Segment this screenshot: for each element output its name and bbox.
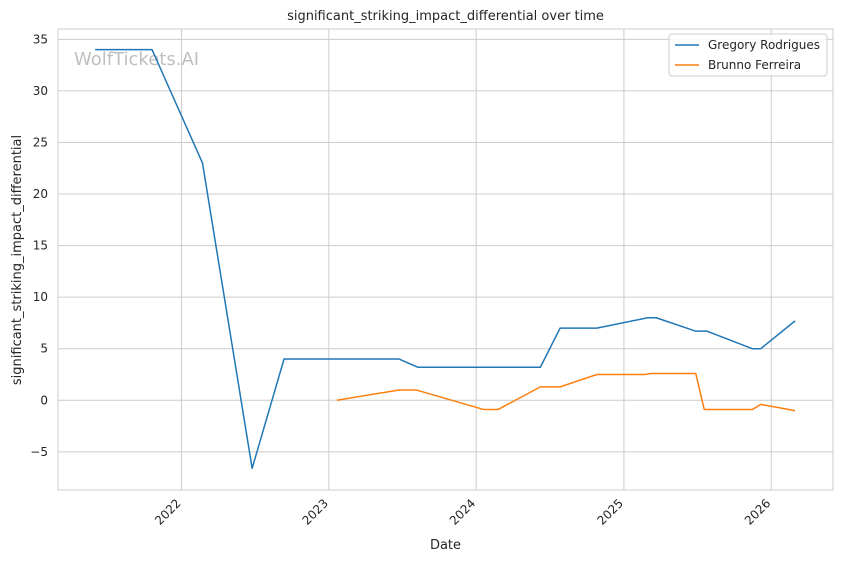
legend-box — [668, 33, 828, 77]
legend-label: Brunno Ferreira — [708, 58, 801, 72]
y-tick-label: 20 — [33, 187, 48, 201]
y-tick-label: 0 — [40, 393, 48, 407]
y-tick-label: 5 — [40, 342, 48, 356]
y-tick-label: −5 — [30, 445, 48, 459]
plot-area-frame — [57, 28, 834, 491]
y-tick-label: 30 — [33, 84, 48, 98]
series-lines — [95, 48, 796, 470]
chart-title: significant_striking_impact_differential… — [287, 9, 604, 24]
y-tick-label: 10 — [33, 290, 48, 304]
legend-label: Gregory Rodrigues — [708, 38, 820, 52]
series-line-1 — [95, 48, 796, 470]
x-axis-label: Date — [430, 538, 461, 553]
y-tick-label: 25 — [33, 135, 48, 149]
y-axis-label: significant_striking_impact_differential — [10, 135, 25, 385]
grid-lines — [58, 29, 833, 490]
watermark: WolfTickets.AI — [74, 49, 199, 70]
y-tick-label: 35 — [33, 32, 48, 46]
legend: Gregory Rodrigues Brunno Ferreira — [668, 33, 828, 77]
series-line-2 — [336, 372, 796, 412]
y-tick-label: 15 — [33, 239, 48, 253]
y-tick-labels: −5 0 5 10 15 20 25 30 35 — [30, 32, 48, 459]
